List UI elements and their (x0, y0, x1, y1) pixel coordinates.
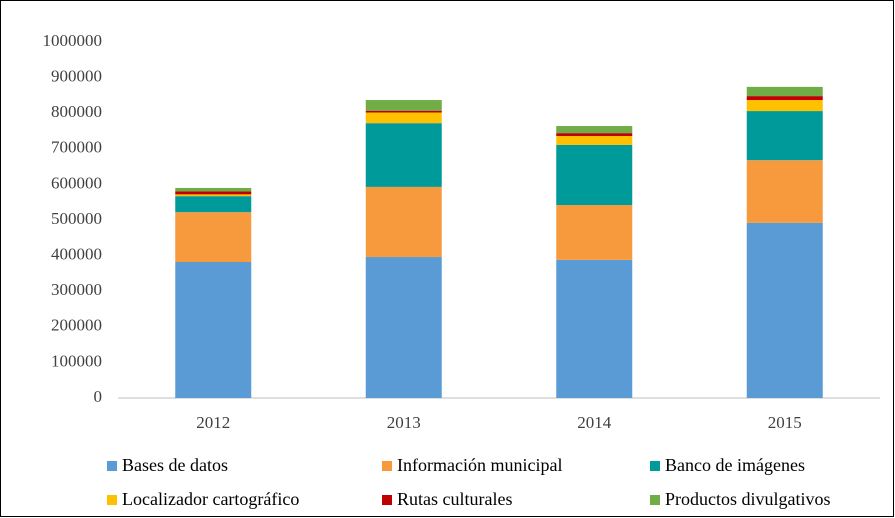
y-tick-label: 500000 (51, 209, 102, 228)
legend-label: Rutas culturales (397, 489, 512, 509)
bar-segment (175, 194, 252, 197)
bar-segment (175, 187, 252, 192)
x-tick-label: 2015 (768, 413, 802, 432)
y-tick-label: 400000 (51, 245, 102, 264)
y-tick-label: 900000 (51, 67, 102, 86)
bar-segment (365, 110, 442, 113)
legend-swatch (650, 461, 660, 471)
bar-segment (556, 205, 633, 260)
y-tick-label: 800000 (51, 102, 102, 121)
y-tick-label: 0 (94, 387, 103, 406)
bar-segment (746, 111, 823, 161)
legend-label: Localizador cartográfico (122, 489, 299, 509)
bar-segment (556, 259, 633, 398)
legend-label: Bases de datos (122, 455, 228, 475)
y-tick-label: 100000 (51, 351, 102, 370)
legend-label: Productos divulgativos (665, 489, 831, 509)
legend-swatch (107, 495, 117, 505)
legend-label: Información municipal (397, 455, 562, 475)
bar-segment (175, 212, 252, 263)
bar-segment (365, 257, 442, 398)
bar-segment (746, 96, 823, 101)
y-tick-label: 300000 (51, 280, 102, 299)
bar-segment (556, 135, 633, 145)
legend-label: Banco de imágenes (665, 455, 805, 475)
bar-segment (556, 133, 633, 136)
legend-swatch (382, 495, 392, 505)
bar-segment (175, 191, 252, 195)
bar-segment (365, 186, 442, 258)
y-tick-label: 600000 (51, 173, 102, 192)
legend-swatch (650, 495, 660, 505)
legend-swatch (107, 461, 117, 471)
bar-segment (746, 222, 823, 398)
y-tick-label: 200000 (51, 316, 102, 335)
bar-segment (746, 86, 823, 97)
bar-segment (175, 196, 252, 213)
bar-segment (556, 144, 633, 206)
legend-swatch (382, 461, 392, 471)
bar-segment (746, 100, 823, 112)
bar-segment (365, 112, 442, 124)
bar-segment (175, 262, 252, 398)
bar-segment (556, 126, 633, 134)
x-tick-label: 2013 (387, 413, 421, 432)
y-tick-label: 700000 (51, 138, 102, 157)
bar-segment (746, 160, 823, 223)
y-tick-label: 1000000 (43, 31, 103, 50)
x-tick-label: 2012 (196, 413, 230, 432)
x-tick-label: 2014 (577, 413, 612, 432)
bar-segment (365, 100, 442, 111)
bar-segment (365, 123, 442, 187)
